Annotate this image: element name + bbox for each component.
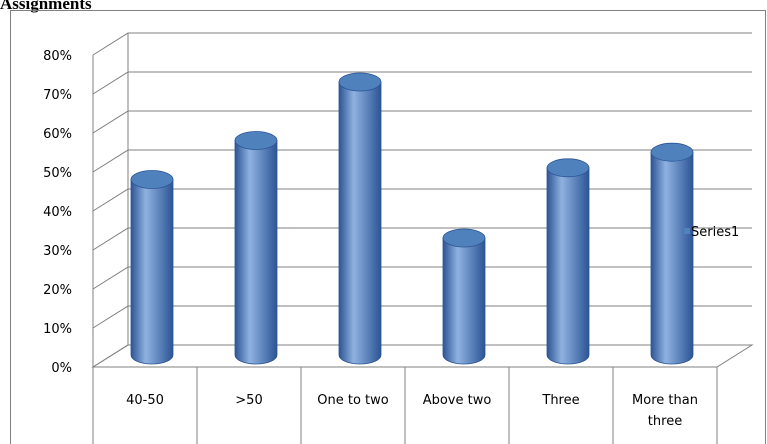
bar-top [546, 158, 590, 178]
gridline [92, 149, 752, 173]
y-tick-label: 50% [43, 166, 72, 181]
chart-area-border [10, 10, 766, 444]
y-tick-label: 30% [43, 244, 72, 259]
bar [338, 72, 382, 365]
y-tick-label: 10% [43, 322, 72, 337]
bar-body [442, 237, 486, 365]
y-tick-label: 0% [51, 361, 72, 376]
gridline [92, 227, 752, 251]
legend-label: Series1 [691, 225, 739, 240]
bar [442, 228, 486, 365]
gridline [92, 71, 752, 95]
gridline [92, 110, 752, 134]
bar-top [234, 131, 278, 150]
x-category-label: >50 [235, 393, 262, 408]
y-tick-label: 60% [43, 127, 72, 142]
bar-body [234, 140, 278, 365]
bar-top [130, 170, 174, 189]
bar-body [650, 151, 694, 365]
bar-body [338, 81, 382, 365]
gridline [92, 32, 752, 56]
gridline [92, 188, 752, 212]
x-category-label: Above two [423, 393, 492, 408]
y-tick-label: 80% [43, 49, 72, 64]
bar [234, 131, 278, 365]
bar-top [442, 228, 486, 248]
x-category-label: 40-50 [126, 393, 164, 408]
gridline [92, 344, 752, 368]
x-category-label: More than three [632, 393, 698, 429]
bar [546, 158, 590, 365]
chart-title: Assignments [0, 0, 92, 13]
x-category-label: One to two [317, 393, 389, 408]
y-tick-label: 40% [43, 205, 72, 220]
gridline [92, 266, 752, 290]
x-category-label: Three [541, 393, 579, 408]
gridline [92, 305, 752, 329]
y-tick-label: 20% [43, 283, 72, 298]
bar [130, 170, 174, 365]
bar-body [546, 167, 590, 365]
bar-body [130, 179, 174, 365]
legend-swatch [684, 228, 690, 234]
bar [650, 142, 694, 365]
bar-top [338, 72, 382, 92]
y-tick-label: 70% [43, 88, 72, 103]
bar-top [650, 142, 694, 162]
